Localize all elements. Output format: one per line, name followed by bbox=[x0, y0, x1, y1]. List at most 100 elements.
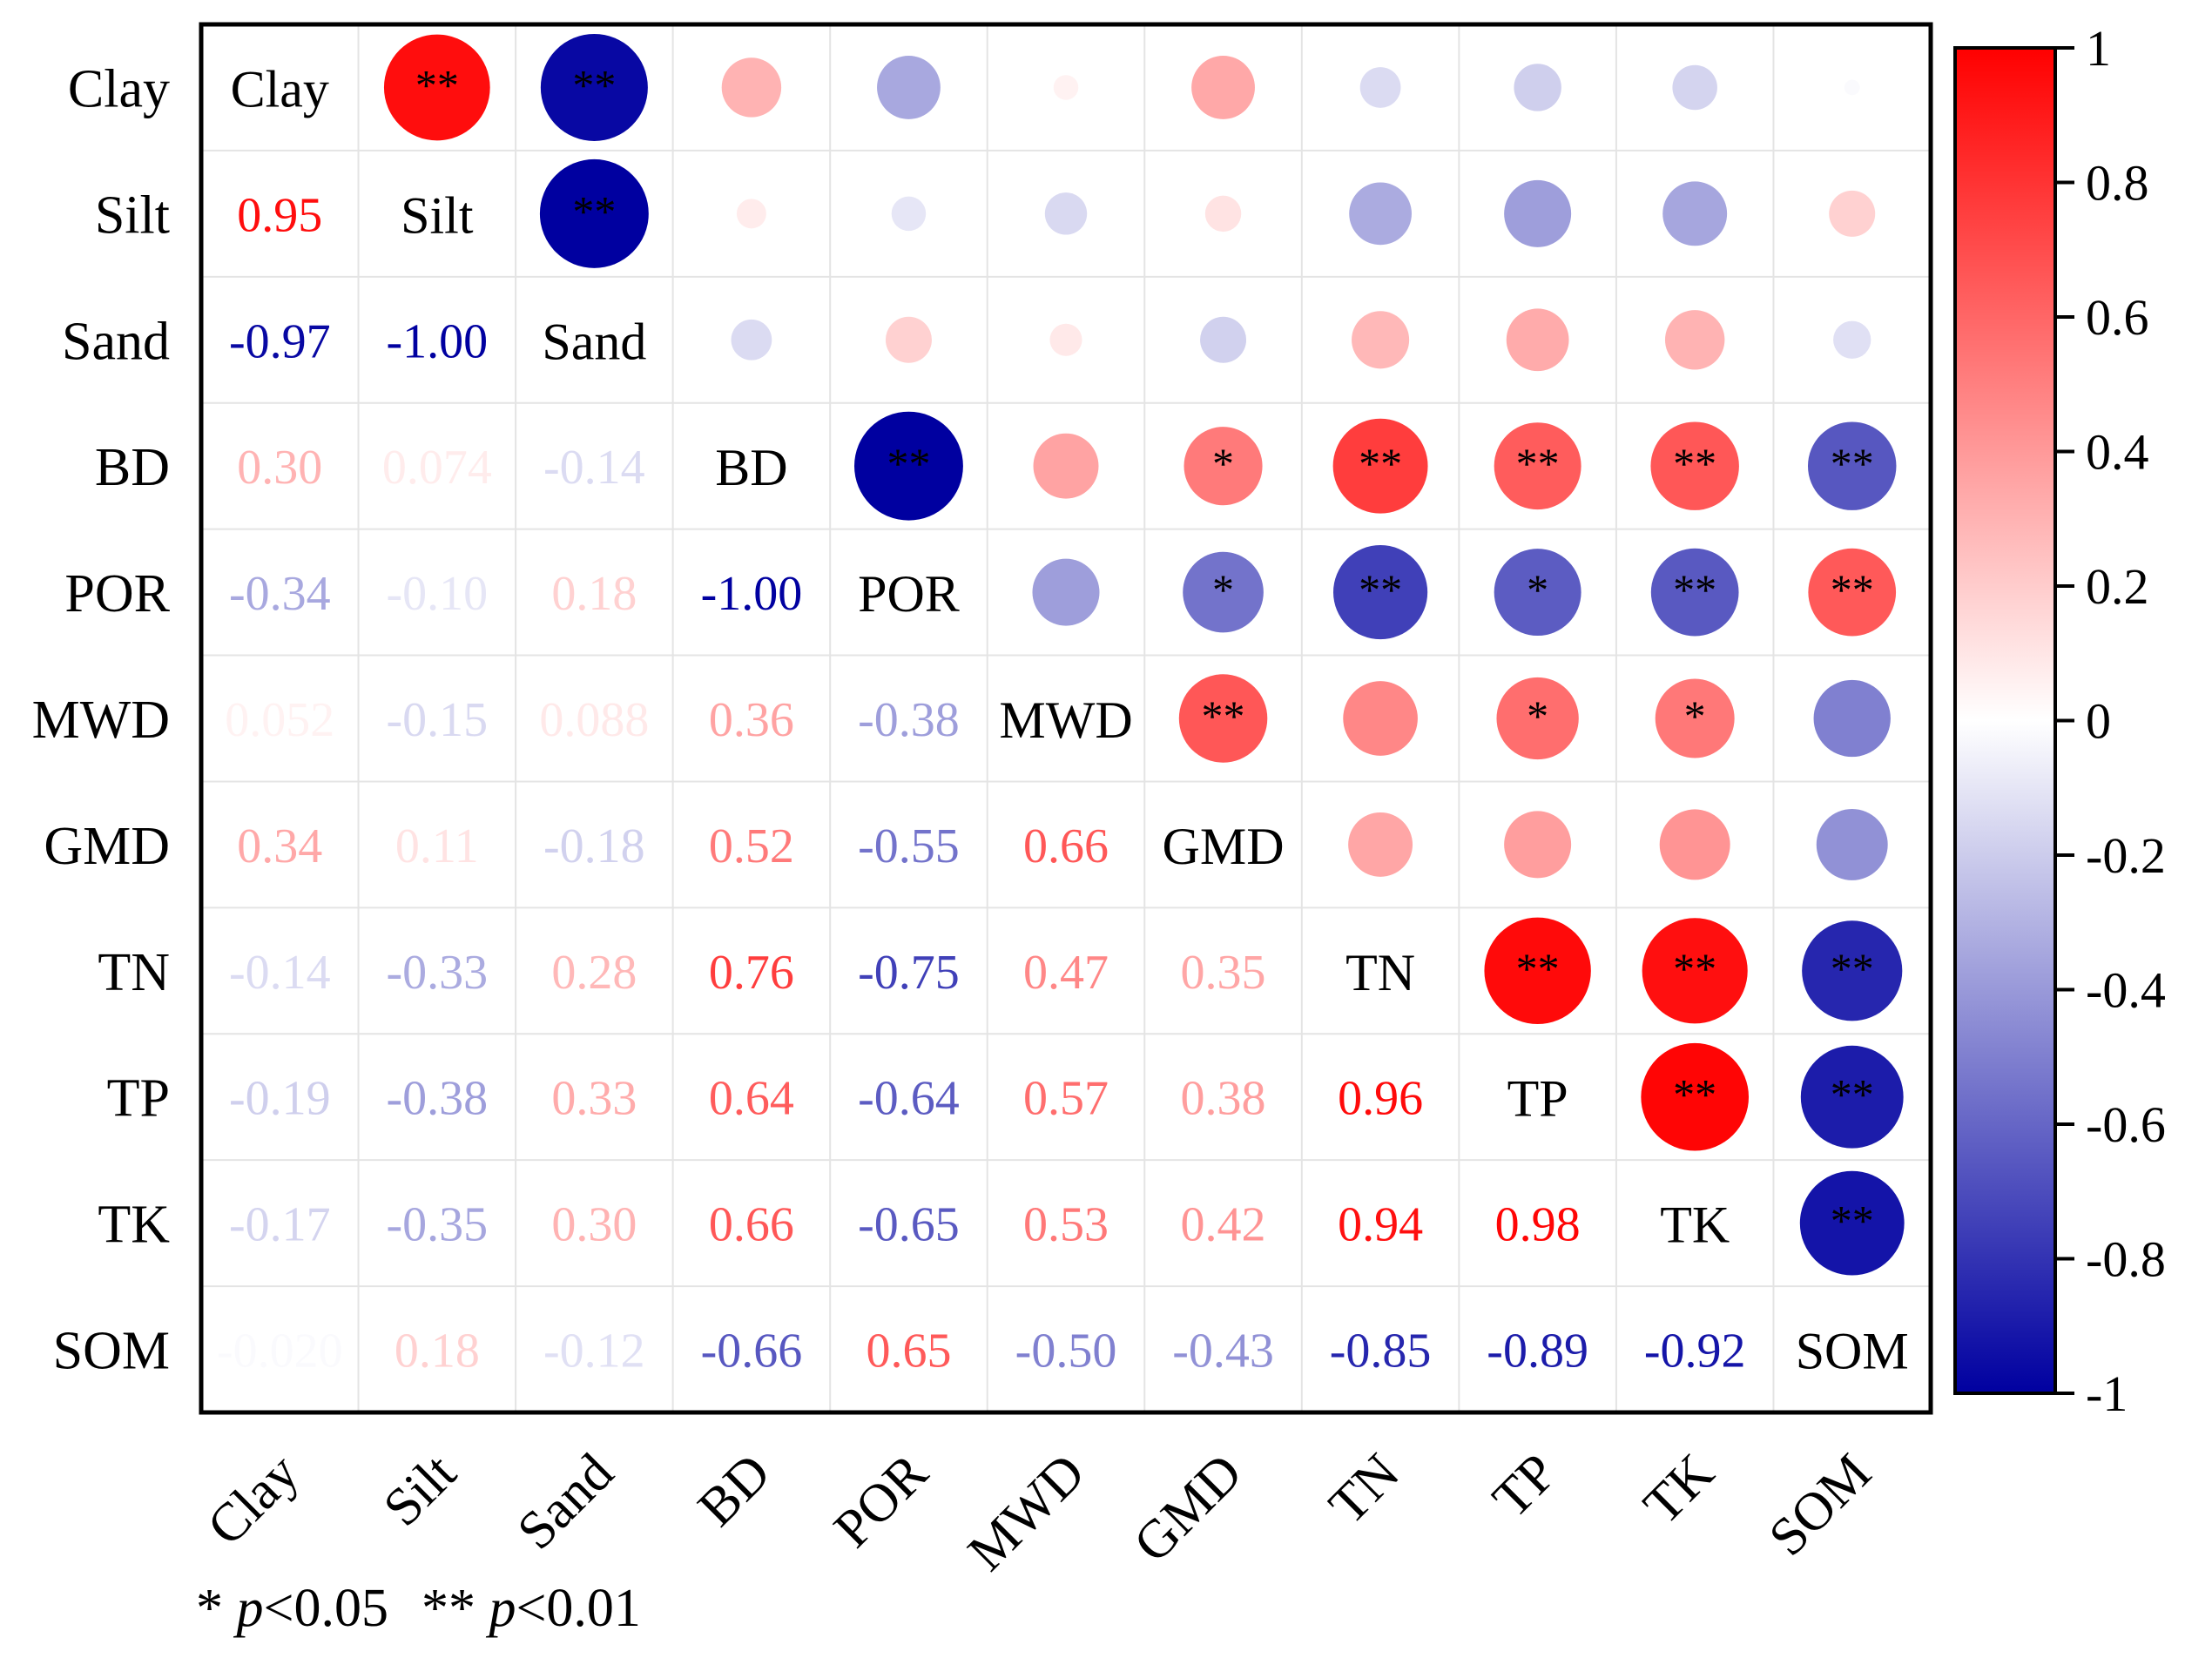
significance-mark: * bbox=[1212, 439, 1234, 488]
colorbar-tick-label: 0.8 bbox=[2086, 155, 2149, 212]
significance-mark: * bbox=[1527, 565, 1548, 614]
y-tick-label: TN bbox=[98, 943, 170, 1002]
correlation-value: -0.89 bbox=[1487, 1324, 1588, 1378]
correlation-value: -0.19 bbox=[229, 1072, 331, 1126]
correlation-circle bbox=[540, 33, 648, 141]
correlation-value: -1.00 bbox=[386, 314, 488, 368]
correlation-value: 0.088 bbox=[539, 693, 649, 747]
y-tick-label: Clay bbox=[68, 59, 170, 118]
correlation-value: -0.75 bbox=[858, 946, 960, 1000]
correlation-circle bbox=[1184, 427, 1263, 506]
plot-frame bbox=[199, 22, 1933, 1415]
correlation-value: 0.38 bbox=[1181, 1072, 1266, 1126]
correlation-value: -0.55 bbox=[858, 819, 960, 873]
significance-mark: ** bbox=[1831, 1196, 1874, 1245]
y-tick-label: TP bbox=[107, 1069, 170, 1129]
correlation-circle bbox=[1664, 310, 1725, 370]
significance-mark: ** bbox=[1516, 439, 1560, 488]
significance-mark: * bbox=[1684, 691, 1706, 740]
significance-mark: ** bbox=[1673, 565, 1716, 614]
correlation-circle bbox=[891, 196, 927, 232]
correlation-value: 0.36 bbox=[709, 693, 794, 747]
correlation-value: 0.66 bbox=[1023, 819, 1109, 873]
colorbar-tick-label: 1 bbox=[2086, 20, 2111, 77]
correlation-circle bbox=[1484, 917, 1591, 1025]
correlation-value: 0.42 bbox=[1181, 1198, 1266, 1252]
correlation-circle bbox=[1816, 808, 1888, 880]
correlation-value: 0.33 bbox=[551, 1072, 637, 1126]
correlation-value: -0.50 bbox=[1015, 1324, 1117, 1378]
significance-mark: ** bbox=[415, 60, 459, 109]
colorbar-tick-label: 0.2 bbox=[2086, 558, 2149, 615]
correlation-circle bbox=[1044, 192, 1088, 235]
correlation-circle bbox=[1333, 545, 1428, 640]
correlation-circle bbox=[1504, 179, 1572, 247]
diagonal-label: Sand bbox=[542, 313, 646, 370]
correlation-circle bbox=[1032, 558, 1100, 626]
diagonal-label: BD bbox=[715, 439, 787, 496]
correlation-value: -0.12 bbox=[543, 1324, 645, 1378]
correlation-value: -0.34 bbox=[229, 567, 331, 621]
correlation-circle bbox=[1642, 918, 1748, 1024]
correlation-circle bbox=[1672, 64, 1717, 111]
colorbar-tick-label: 0.6 bbox=[2086, 289, 2149, 346]
colorbar-tick-label: 0 bbox=[2086, 693, 2111, 750]
correlation-circle bbox=[1514, 64, 1561, 111]
correlation-circle bbox=[1802, 920, 1903, 1021]
correlation-value: 0.96 bbox=[1338, 1072, 1423, 1126]
correlation-value: 0.94 bbox=[1338, 1198, 1423, 1252]
correlation-value: 0.30 bbox=[237, 441, 322, 495]
x-tick-label: MWD bbox=[957, 1443, 1096, 1582]
correlation-value: 0.98 bbox=[1495, 1198, 1581, 1252]
correlation-value: -0.92 bbox=[1644, 1324, 1746, 1378]
x-tick-label: TP bbox=[1481, 1443, 1568, 1529]
correlation-circle bbox=[1506, 308, 1569, 372]
correlation-value: 0.66 bbox=[709, 1198, 794, 1252]
significance-mark: ** bbox=[1831, 1070, 1874, 1119]
correlation-circle bbox=[1504, 811, 1572, 879]
y-tick-label: TK bbox=[98, 1196, 170, 1255]
correlation-circle bbox=[731, 319, 772, 361]
x-tick-label: TK bbox=[1633, 1443, 1726, 1536]
correlation-circle bbox=[1844, 79, 1860, 96]
x-tick-label: GMD bbox=[1123, 1443, 1253, 1574]
x-tick-label: Silt bbox=[373, 1443, 468, 1538]
correlation-value: 0.47 bbox=[1023, 946, 1109, 1000]
diagonal-label: POR bbox=[858, 565, 960, 623]
x-tick-label: POR bbox=[823, 1442, 940, 1559]
correlation-circle bbox=[877, 56, 941, 119]
correlation-circle bbox=[1204, 195, 1242, 233]
correlation-value: -0.65 bbox=[858, 1198, 960, 1252]
significance-mark: ** bbox=[572, 60, 616, 109]
colorbar-tick-label: -0.4 bbox=[2086, 962, 2166, 1019]
significance-mark: ** bbox=[1673, 1070, 1716, 1119]
colorbar-tick-label: -0.6 bbox=[2086, 1096, 2166, 1153]
correlation-value: -0.66 bbox=[701, 1324, 803, 1378]
diagonal-label: MWD bbox=[999, 691, 1132, 749]
correlation-value: 0.95 bbox=[237, 188, 322, 242]
grid-lines bbox=[201, 24, 1931, 1412]
correlation-value: 0.18 bbox=[395, 1324, 480, 1378]
y-tick-label: POR bbox=[64, 564, 170, 623]
correlation-value: 0.18 bbox=[551, 567, 637, 621]
correlation-value: -0.020 bbox=[217, 1324, 343, 1378]
correlation-circle bbox=[1641, 1042, 1750, 1151]
correlation-circle bbox=[1033, 433, 1099, 499]
correlation-circle bbox=[1650, 548, 1739, 637]
sig2-p: p bbox=[489, 1579, 516, 1638]
correlation-circle bbox=[1808, 548, 1897, 637]
correlation-circle bbox=[1332, 418, 1428, 514]
correlation-value: 0.64 bbox=[709, 1072, 794, 1126]
colorbar: 1 0.8 0.6 0.4 0.2 0 -0.2 -0.4 -0.6 -0.8 -1 bbox=[1953, 20, 2166, 1422]
correlation-value: 0.35 bbox=[1181, 946, 1266, 1000]
significance-mark: * bbox=[1527, 691, 1548, 740]
correlation-value: -0.85 bbox=[1330, 1324, 1432, 1378]
colorbar-tick-label: 0.4 bbox=[2086, 424, 2149, 481]
correlation-circle bbox=[1800, 1045, 1904, 1149]
correlation-circle bbox=[1352, 311, 1410, 369]
correlation-circle bbox=[1494, 549, 1581, 637]
correlation-value: 0.52 bbox=[709, 819, 794, 873]
sig1-mark: * bbox=[196, 1579, 223, 1638]
